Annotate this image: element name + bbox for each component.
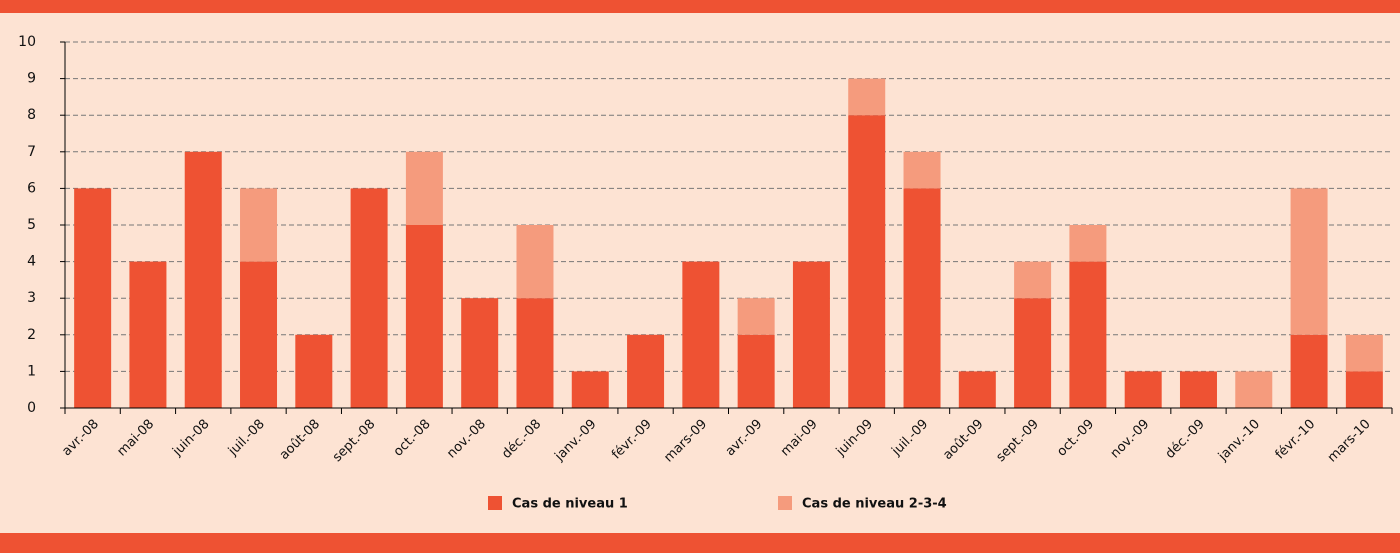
legend-swatch (778, 496, 792, 510)
legend-swatch (488, 496, 502, 510)
bar-segment (1235, 371, 1273, 408)
bar-segment (903, 188, 941, 408)
bar-segment (461, 298, 499, 408)
y-tick-label: 8 (27, 107, 36, 123)
bar-segment (903, 151, 941, 189)
bar-segment (516, 298, 554, 408)
bar-segment (1345, 334, 1383, 372)
bar-segment (1179, 371, 1217, 408)
bar-segment (350, 188, 388, 408)
top-banner (0, 0, 1400, 13)
bar-segment (737, 334, 775, 408)
bar-segment (1345, 371, 1383, 408)
bar-segment (1124, 371, 1162, 408)
y-tick-label: 6 (27, 180, 36, 196)
y-tick-label: 7 (27, 144, 36, 160)
bar-segment (848, 115, 886, 408)
bar-segment (405, 225, 443, 408)
y-tick-label: 3 (27, 290, 36, 306)
bar-segment (405, 151, 443, 225)
y-tick-label: 0 (27, 400, 36, 416)
bar-segment (240, 261, 278, 408)
bar-segment (737, 298, 775, 335)
bar-segment (627, 334, 665, 408)
bottom-banner (0, 533, 1400, 553)
y-tick-label: 10 (18, 34, 36, 50)
bar-segment (848, 78, 886, 116)
bar-segment (74, 188, 112, 408)
bar-segment (1069, 225, 1107, 262)
bar-segment (1014, 261, 1052, 299)
legend-label: Cas de niveau 2-3-4 (802, 497, 947, 512)
bar-segment (516, 225, 554, 299)
bar-segment (1014, 298, 1052, 408)
bar-segment (958, 371, 996, 408)
bar-segment (792, 261, 830, 408)
legend-label: Cas de niveau 1 (512, 497, 628, 512)
y-tick-label: 1 (27, 363, 36, 379)
y-tick-label: 5 (27, 217, 36, 233)
bar-segment (571, 371, 609, 408)
bar-segment (1290, 334, 1328, 408)
bar-segment (1069, 261, 1107, 408)
y-tick-label: 2 (27, 327, 36, 343)
bar-segment (129, 261, 167, 408)
bar-segment (184, 151, 222, 409)
y-tick-label: 9 (27, 71, 36, 87)
y-tick-label: 4 (27, 254, 36, 270)
bar-segment (682, 261, 720, 408)
bar-segment (240, 188, 278, 262)
bar-segment (295, 334, 333, 408)
bar-segment (1290, 188, 1328, 335)
